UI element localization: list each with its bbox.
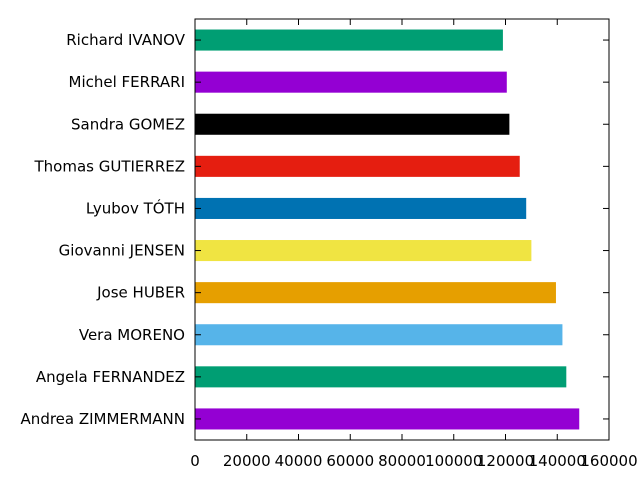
bar xyxy=(195,366,567,388)
category-label: Sandra GOMEZ xyxy=(71,115,185,133)
x-tick-label: 20000 xyxy=(223,452,271,470)
x-tick-label: 120000 xyxy=(477,452,534,470)
bar xyxy=(195,29,503,51)
category-label: Richard IVANOV xyxy=(66,31,185,49)
x-tick-label: 80000 xyxy=(378,452,426,470)
bar xyxy=(195,408,580,430)
x-tick-label: 140000 xyxy=(529,452,586,470)
bar xyxy=(195,324,563,346)
bar xyxy=(195,71,507,93)
category-label: Michel FERRARI xyxy=(69,73,185,91)
plot-frame xyxy=(194,18,610,441)
category-label: Andrea ZIMMERMANN xyxy=(21,410,185,428)
x-tick-label: 100000 xyxy=(425,452,482,470)
category-label: Lyubov TÓTH xyxy=(86,198,185,217)
bar xyxy=(195,197,527,219)
category-label: Giovanni JENSEN xyxy=(59,242,185,260)
x-tick-label: 160000 xyxy=(580,452,637,470)
category-label: Jose HUBER xyxy=(96,284,185,302)
x-tick-label: 60000 xyxy=(326,452,374,470)
x-tick-label: 0 xyxy=(190,452,200,470)
bar xyxy=(195,113,510,135)
category-label: Angela FERNANDEZ xyxy=(36,368,185,386)
category-label: Thomas GUTIERREZ xyxy=(34,157,186,175)
bar xyxy=(195,240,532,262)
x-tick-label: 40000 xyxy=(275,452,323,470)
bar xyxy=(195,282,556,304)
bar xyxy=(195,155,520,177)
category-label: Vera MORENO xyxy=(79,326,185,344)
